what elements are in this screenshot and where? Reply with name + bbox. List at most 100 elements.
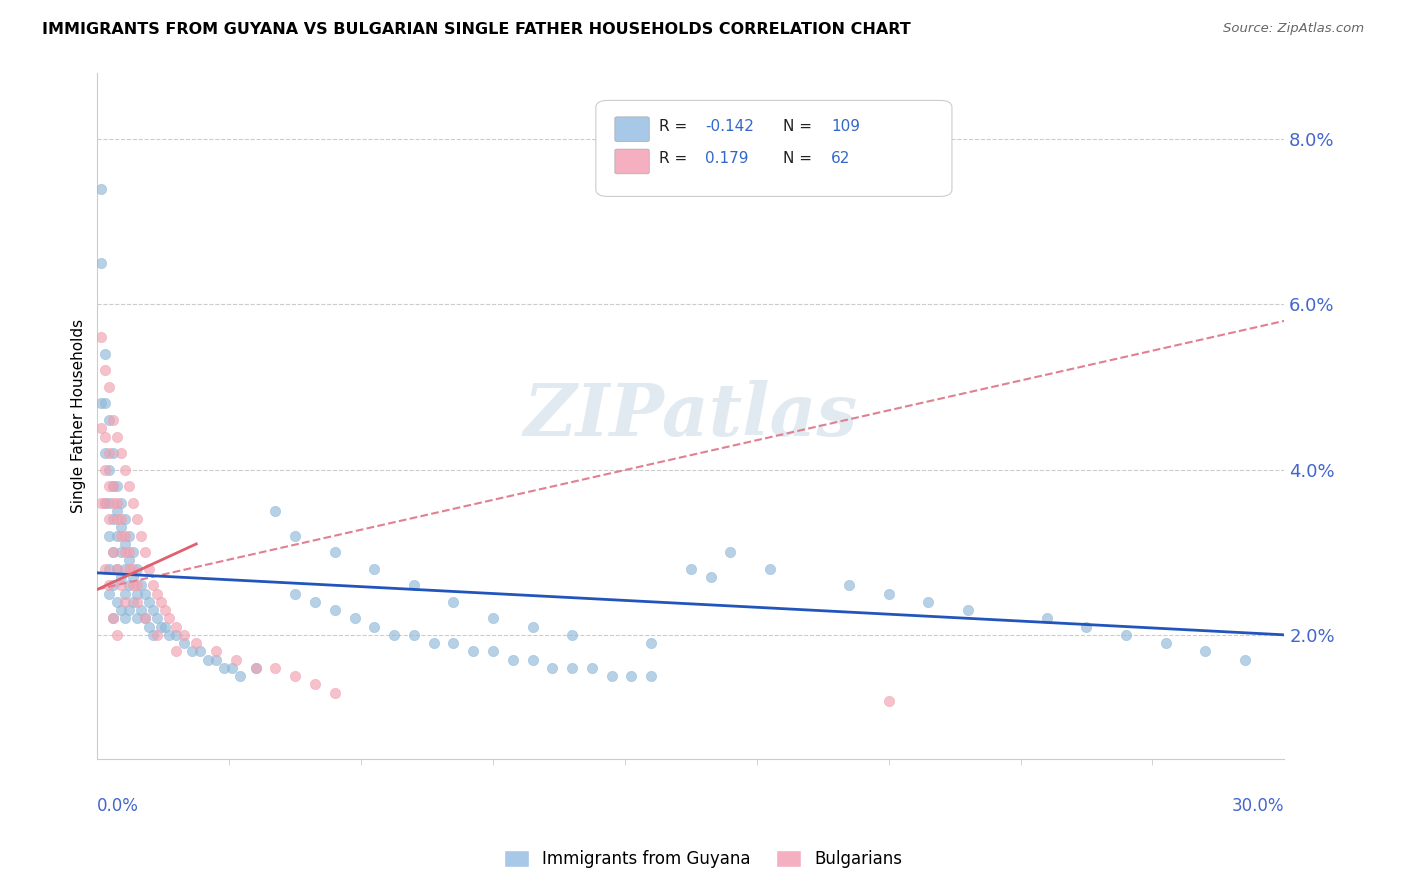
Point	[1036, 611, 1059, 625]
Point	[118, 603, 141, 617]
Point	[101, 512, 124, 526]
Point	[188, 644, 211, 658]
Point	[98, 479, 121, 493]
Point	[640, 669, 662, 683]
Point	[110, 570, 132, 584]
Point	[304, 595, 326, 609]
Point	[323, 686, 346, 700]
Point	[105, 429, 128, 443]
Point	[482, 644, 505, 658]
Point	[94, 562, 117, 576]
Point	[343, 611, 366, 625]
Point	[718, 545, 741, 559]
Point	[145, 586, 167, 600]
Point	[118, 562, 141, 576]
Point	[138, 595, 160, 609]
Point	[101, 479, 124, 493]
Point	[463, 644, 485, 658]
Point	[110, 603, 132, 617]
Point	[98, 495, 121, 509]
Point	[197, 652, 219, 666]
Legend: Immigrants from Guyana, Bulgarians: Immigrants from Guyana, Bulgarians	[498, 843, 908, 875]
Point	[838, 578, 860, 592]
Point	[98, 512, 121, 526]
Point	[110, 578, 132, 592]
Point	[134, 611, 156, 625]
Point	[166, 644, 188, 658]
Point	[90, 421, 112, 435]
Point	[98, 413, 121, 427]
Point	[323, 545, 346, 559]
Point	[129, 603, 152, 617]
Point	[173, 628, 195, 642]
Point	[105, 562, 128, 576]
Point	[114, 611, 136, 625]
Point	[153, 619, 176, 633]
Point	[205, 644, 228, 658]
Point	[382, 628, 405, 642]
Point	[441, 636, 464, 650]
Point	[145, 611, 167, 625]
Point	[114, 462, 136, 476]
Point	[94, 347, 117, 361]
Point	[145, 628, 167, 642]
Text: R =: R =	[659, 119, 692, 134]
Point	[134, 586, 156, 600]
Point	[134, 545, 156, 559]
Point	[114, 562, 136, 576]
Point	[502, 652, 524, 666]
Point	[98, 578, 121, 592]
Point	[98, 586, 121, 600]
Point	[917, 595, 939, 609]
Point	[245, 661, 267, 675]
Point	[166, 628, 188, 642]
Point	[877, 586, 900, 600]
Point	[441, 595, 464, 609]
Point	[98, 446, 121, 460]
Point	[90, 181, 112, 195]
Point	[118, 479, 141, 493]
Text: 0.179: 0.179	[704, 152, 748, 166]
Point	[142, 628, 165, 642]
Point	[323, 603, 346, 617]
Point	[125, 595, 148, 609]
Point	[90, 330, 112, 344]
Point	[157, 628, 180, 642]
Point	[402, 628, 425, 642]
Point	[98, 562, 121, 576]
Point	[110, 529, 132, 543]
Point	[114, 512, 136, 526]
Text: R =: R =	[659, 152, 692, 166]
Point	[264, 661, 287, 675]
Point	[142, 603, 165, 617]
Point	[640, 636, 662, 650]
Point	[101, 446, 124, 460]
Point	[114, 595, 136, 609]
Point	[1115, 628, 1137, 642]
Point	[264, 504, 287, 518]
Point	[94, 495, 117, 509]
Point	[90, 256, 112, 270]
FancyBboxPatch shape	[614, 117, 650, 142]
Point	[522, 619, 544, 633]
Point	[94, 446, 117, 460]
Point	[422, 636, 444, 650]
Point	[118, 529, 141, 543]
Point	[561, 628, 583, 642]
Point	[522, 652, 544, 666]
Point	[245, 661, 267, 675]
Text: IMMIGRANTS FROM GUYANA VS BULGARIAN SINGLE FATHER HOUSEHOLDS CORRELATION CHART: IMMIGRANTS FROM GUYANA VS BULGARIAN SING…	[42, 22, 911, 37]
Point	[101, 611, 124, 625]
Point	[157, 611, 180, 625]
Point	[138, 562, 160, 576]
Point	[363, 562, 385, 576]
Point	[114, 545, 136, 559]
Point	[110, 495, 132, 509]
Point	[181, 644, 204, 658]
Point	[229, 669, 252, 683]
Point	[105, 595, 128, 609]
Point	[482, 611, 505, 625]
Point	[129, 529, 152, 543]
Point	[149, 619, 172, 633]
Point	[101, 578, 124, 592]
